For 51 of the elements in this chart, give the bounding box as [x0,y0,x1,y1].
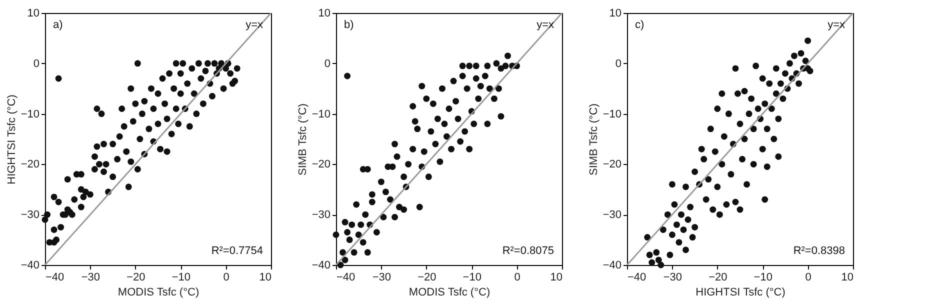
x-tick-label: −40 [628,272,646,284]
y-tick-label: 10 [27,8,40,20]
y-tick-label: −10 [602,108,622,120]
y-tick-label: −40 [312,260,330,272]
x-tick-label: 0 [805,272,812,284]
y-tick-label: −20 [20,158,40,171]
x-tick-label: −20 [708,272,728,284]
x-tick-label: 10 [259,272,272,284]
y-tick-label: 10 [318,8,330,20]
x-tick-label: −30 [372,272,392,284]
annotation: a) [53,19,63,31]
x-tick-label: 0 [223,272,230,284]
annotation: R²=0.8398 [793,245,845,257]
y-tick-label: −30 [602,209,622,222]
annotation: b) [344,19,354,31]
y-axis-title: SIMB Tsfc (°C) [296,103,309,176]
x-tick-label: −10 [754,272,772,284]
x-axis-title: MODIS Tsfc (°C) [408,286,490,298]
y-tick-label: −40 [602,260,622,272]
x-tick-label: −10 [172,272,190,284]
annotation: R²=0.7754 [211,245,263,257]
y-tick-label: 10 [609,8,622,20]
y-tick-label: −40 [20,260,40,272]
x-tick-label: −30 [663,272,682,284]
annotation: y=x [246,19,264,31]
y-tick-label: −30 [20,209,40,222]
y-tick-label: 0 [615,58,622,70]
x-tick-label: −20 [418,272,436,284]
annotation: R²=0.8075 [502,245,554,257]
x-axis-title: MODIS Tsfc (°C) [118,286,200,298]
y-tick-label: −20 [602,158,622,171]
x-tick-label: −40 [336,272,356,284]
y-tick-label: −10 [312,108,330,120]
y-tick-label: −10 [20,108,40,120]
x-tick-label: −20 [126,272,146,284]
y-tick-label: −30 [312,209,330,222]
x-tick-label: 10 [550,272,562,284]
x-tick-label: −10 [462,272,482,284]
y-tick-label: −20 [312,158,330,171]
x-axis-title: HIGHTSI Tsfc (°C) [696,286,786,298]
annotation: y=x [536,19,554,31]
x-tick-label: 0 [514,272,520,284]
y-axis-title: SIMB Tsfc (°C) [588,103,600,176]
y-tick-label: 0 [33,58,40,70]
annotation: y=x [828,19,846,31]
x-tick-label: −40 [46,272,64,284]
x-tick-label: −30 [81,272,100,284]
annotation: c) [635,19,644,31]
x-tick-label: 10 [841,272,854,284]
y-axis-title: HIGHTSI Tsfc (°C) [6,94,18,184]
y-tick-label: 0 [324,58,330,70]
